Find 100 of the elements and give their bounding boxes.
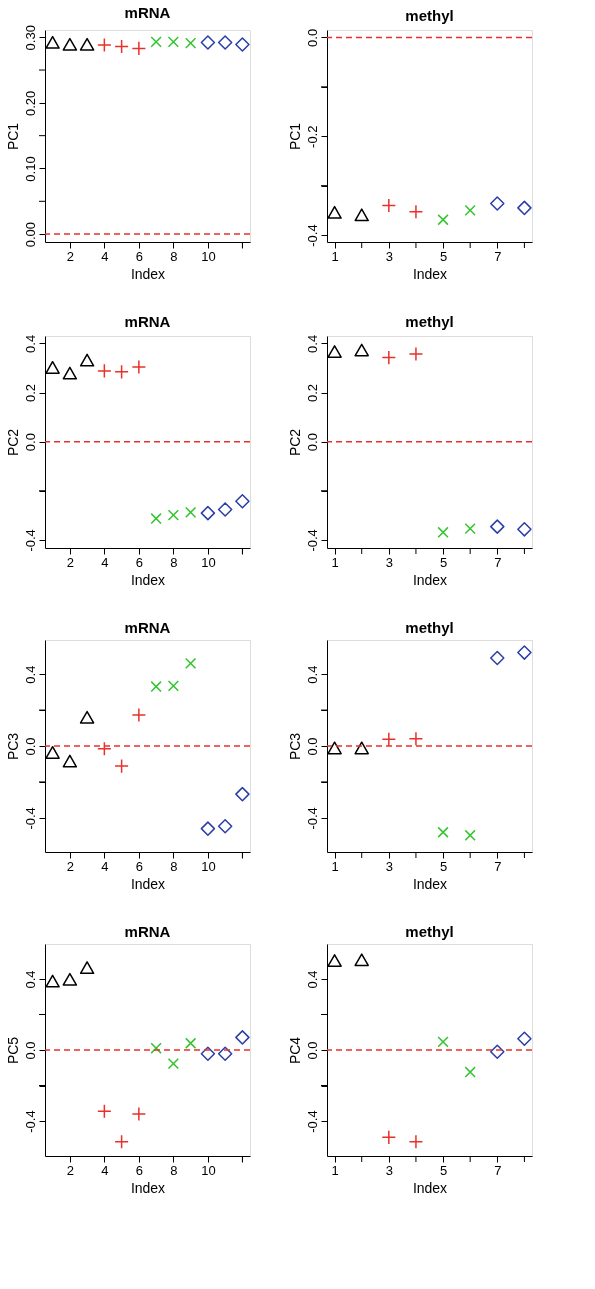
point	[354, 741, 369, 755]
point	[150, 680, 162, 693]
point	[79, 961, 95, 975]
y-tick-label: 0.4	[22, 665, 38, 684]
point	[45, 361, 60, 374]
y-axis-title: PC5	[4, 1036, 21, 1065]
x-axis-title: Index	[412, 875, 448, 892]
y-tick-label: -0.4	[22, 1110, 38, 1133]
x-tick-label: 2	[66, 554, 74, 570]
point	[167, 1058, 180, 1070]
point	[185, 1037, 197, 1049]
x-axis-title: Index	[412, 265, 448, 282]
x-tick-label: 5	[439, 554, 448, 570]
chart-title: mRNA	[124, 923, 171, 940]
x-tick-label: 2	[66, 858, 74, 874]
x-tick-label: 2	[66, 248, 74, 264]
point	[517, 645, 532, 660]
x-tick-label: 3	[385, 1162, 393, 1178]
y-tick-label: 0.2	[304, 383, 320, 403]
chart-title: methyl	[405, 619, 454, 636]
point	[381, 732, 397, 747]
chart-title: methyl	[405, 7, 454, 25]
point	[79, 710, 95, 724]
x-axis-title: Index	[412, 571, 448, 588]
x-axis-title: Index	[130, 875, 166, 892]
y-tick-label: 0.10	[22, 156, 38, 182]
chart-title: mRNA	[124, 619, 171, 636]
point	[490, 1044, 505, 1060]
point	[217, 819, 233, 834]
y-tick-label: 0.0	[304, 28, 320, 47]
point	[131, 1106, 147, 1122]
x-tick-label: 8	[170, 1162, 178, 1178]
point	[381, 350, 397, 365]
point	[200, 821, 216, 836]
x-tick-label: 8	[170, 248, 178, 264]
point	[185, 657, 197, 669]
x-tick-label: 8	[170, 554, 178, 570]
y-axis-title: PC3	[4, 732, 21, 761]
y-tick-label: 0.2	[22, 383, 38, 403]
y-tick-label: 0.0	[304, 1041, 320, 1060]
point	[490, 519, 505, 534]
point	[79, 353, 95, 367]
point	[437, 1036, 449, 1048]
x-tick-label: 10	[201, 858, 216, 874]
x-tick-label: 7	[494, 554, 502, 570]
point	[45, 974, 60, 988]
point	[200, 505, 216, 521]
x-tick-label: 7	[494, 1162, 502, 1178]
x-axis-title: Index	[130, 1179, 166, 1196]
point	[517, 522, 532, 537]
x-tick-label: 4	[101, 1162, 109, 1178]
x-tick-label: 5	[439, 1162, 448, 1178]
point	[217, 502, 233, 517]
point	[167, 680, 180, 692]
y-tick-label: 0.00	[22, 221, 38, 248]
chart-title: mRNA	[124, 3, 171, 21]
point	[62, 366, 78, 380]
y-tick-label: 0.30	[22, 25, 38, 51]
point	[150, 1042, 162, 1054]
x-tick-label: 4	[101, 248, 109, 264]
y-axis-title: PC2	[4, 428, 21, 457]
point	[327, 954, 342, 967]
y-tick-label: -0.4	[304, 807, 320, 830]
y-tick-label: 0.0	[22, 737, 38, 756]
x-tick-label: 1	[331, 1162, 339, 1178]
x-tick-label: 6	[135, 554, 143, 570]
point	[200, 1046, 216, 1061]
y-axis-title: PC2	[286, 428, 303, 457]
x-tick-label: 5	[439, 858, 448, 874]
point	[217, 1046, 233, 1061]
y-axis-title: PC3	[286, 732, 303, 761]
point	[408, 346, 424, 362]
x-axis-title: Index	[412, 1179, 448, 1196]
point	[464, 522, 476, 535]
y-axis-title: PC1	[4, 122, 21, 151]
x-tick-label: 6	[135, 1162, 143, 1178]
x-tick-label: 4	[101, 858, 109, 874]
y-tick-label: 0.0	[304, 433, 320, 452]
y-tick-label: -0.4	[304, 224, 320, 247]
point	[235, 786, 250, 802]
point	[97, 1103, 112, 1119]
y-tick-label: 0.4	[22, 334, 38, 353]
y-tick-label: -0.4	[304, 529, 320, 552]
point	[408, 731, 424, 747]
point	[437, 826, 449, 838]
point	[114, 364, 129, 380]
point	[437, 526, 449, 538]
point	[464, 829, 476, 841]
point	[62, 754, 78, 768]
point	[408, 1134, 424, 1150]
point	[327, 345, 342, 358]
y-tick-label: -0.4	[22, 529, 38, 552]
y-tick-label: 0.4	[304, 970, 320, 989]
x-tick-label: 6	[135, 248, 143, 264]
x-axis-title: Index	[130, 265, 166, 282]
x-tick-label: 10	[201, 1162, 216, 1178]
point	[167, 509, 180, 521]
point	[97, 363, 112, 379]
y-tick-label: 0.20	[22, 90, 38, 117]
y-tick-label: -0.4	[22, 807, 38, 830]
